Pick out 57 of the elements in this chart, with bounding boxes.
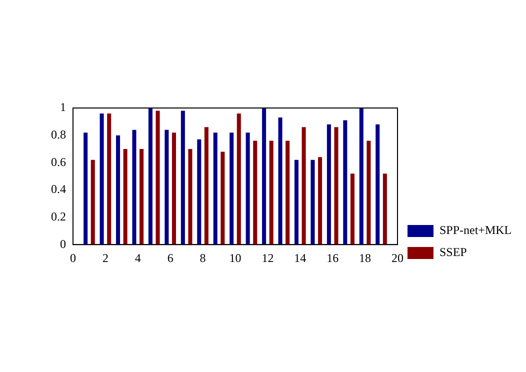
bar [90,160,95,245]
x-tick-label: 6 [167,250,174,265]
bar [326,124,331,245]
bar [286,140,290,245]
bar [100,113,104,245]
y-tick-label: 0.8 [51,127,66,142]
bar [140,148,144,245]
bar [294,160,299,245]
x-tick-label: 4 [134,250,141,265]
bar [132,130,136,245]
y-tick-label: 1 [60,100,66,114]
x-tick-label: 8 [200,250,206,265]
bar [269,140,274,245]
bar [382,174,387,245]
bar [376,124,380,245]
bar [246,132,250,245]
bar [204,127,208,245]
x-tick-label: 18 [359,250,372,265]
y-tick-label: 0 [60,236,66,251]
bar [156,110,160,245]
x-tick-label: 0 [70,250,76,265]
bar [310,160,315,245]
legend-label: SSEP [440,245,468,260]
x-tick-label: 12 [262,250,274,265]
bar [350,174,354,245]
y-tick-label: 0.4 [51,182,66,196]
bar [148,108,152,245]
bar [107,113,112,245]
bar [343,120,348,245]
x-tick-label: 16 [326,250,339,265]
bar [123,148,128,245]
bar [164,130,169,245]
bar [197,139,202,245]
x-tick-label: 14 [294,250,306,265]
bar [318,157,322,245]
bar [278,118,282,245]
x-tick-label: 2 [102,250,108,265]
x-tick-label: 20 [392,250,404,265]
bar [253,140,258,245]
bar [180,110,185,245]
bar [220,152,225,245]
bar [302,127,306,245]
bar [172,132,176,245]
legend-label: SPP-net+MKL [440,223,512,238]
y-tick-label: 0.2 [51,209,66,224]
bar [359,108,364,245]
bar [188,148,192,245]
bar [236,113,241,245]
bar [334,127,338,245]
x-tick-label: 10 [229,250,242,265]
bar [213,132,218,245]
bar [366,140,371,245]
y-tick-label: 0.6 [51,154,66,169]
bar [230,132,234,245]
bar [84,132,88,245]
bar [116,135,120,245]
bar [262,108,266,245]
